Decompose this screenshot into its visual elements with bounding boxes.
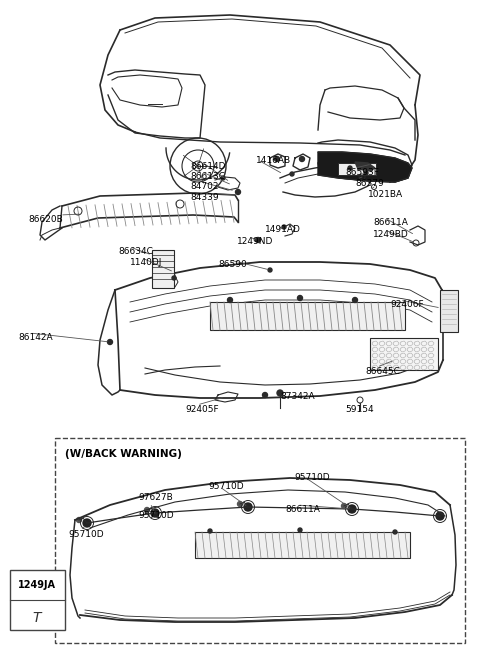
Text: 1021BA: 1021BA (368, 190, 403, 199)
Text: T: T (33, 611, 41, 625)
Circle shape (172, 276, 176, 280)
Circle shape (348, 505, 356, 513)
Text: 86613C: 86613C (190, 172, 225, 181)
Bar (55, 438, 465, 643)
Circle shape (263, 392, 267, 398)
Text: 86611A: 86611A (285, 505, 320, 514)
Circle shape (108, 340, 112, 344)
Circle shape (144, 508, 149, 512)
Text: 92405F: 92405F (185, 405, 218, 414)
Circle shape (277, 390, 283, 396)
Bar (370, 338, 438, 370)
Text: 59154: 59154 (345, 405, 373, 414)
Circle shape (244, 503, 252, 511)
Circle shape (255, 237, 261, 243)
Circle shape (208, 529, 212, 533)
Bar (338, 163, 376, 175)
Text: 86593F: 86593F (345, 168, 379, 177)
Text: 1249JA: 1249JA (18, 580, 56, 590)
Circle shape (282, 225, 286, 229)
Circle shape (393, 530, 397, 534)
Circle shape (35, 616, 39, 620)
Circle shape (236, 190, 240, 194)
Text: 86614D: 86614D (190, 162, 226, 171)
Text: 84339: 84339 (190, 193, 218, 202)
Circle shape (298, 528, 302, 532)
Text: 95710D: 95710D (68, 530, 104, 539)
Bar (152, 250, 174, 288)
Circle shape (221, 176, 225, 180)
Text: 1491AD: 1491AD (265, 225, 301, 234)
Text: 86620B: 86620B (28, 215, 63, 224)
Bar (10, 570, 65, 630)
Text: 86645C: 86645C (365, 367, 400, 376)
Circle shape (268, 268, 272, 272)
Circle shape (83, 519, 91, 527)
Text: 95710D: 95710D (138, 511, 174, 520)
Text: 86611A: 86611A (373, 218, 408, 227)
Circle shape (348, 166, 352, 170)
Circle shape (76, 518, 82, 522)
Text: 87342A: 87342A (280, 392, 314, 401)
Circle shape (364, 171, 368, 175)
Text: 84702: 84702 (190, 182, 218, 191)
Polygon shape (318, 152, 412, 182)
Text: 95710D: 95710D (208, 482, 244, 491)
Text: 86142A: 86142A (18, 333, 53, 342)
Text: (W/BACK WARNING): (W/BACK WARNING) (65, 449, 182, 459)
Circle shape (300, 157, 304, 161)
Circle shape (228, 298, 232, 302)
Bar (440, 290, 458, 332)
Circle shape (436, 512, 444, 520)
Text: 86590: 86590 (218, 260, 247, 269)
Circle shape (151, 509, 159, 517)
Text: 1416AB: 1416AB (256, 156, 291, 165)
Circle shape (290, 172, 294, 176)
Circle shape (275, 157, 279, 161)
Circle shape (32, 613, 42, 623)
Text: 95710D: 95710D (294, 473, 330, 482)
Polygon shape (355, 162, 375, 171)
Circle shape (352, 298, 358, 302)
Circle shape (298, 295, 302, 300)
Text: 86379: 86379 (355, 179, 384, 188)
Text: 1249BD: 1249BD (373, 230, 409, 239)
Bar (195, 532, 410, 558)
Text: 97627B: 97627B (138, 493, 173, 502)
Bar (210, 302, 405, 330)
Text: 1140DJ: 1140DJ (130, 258, 162, 267)
Text: 1249ND: 1249ND (237, 237, 274, 246)
Circle shape (341, 504, 347, 508)
Text: 92406F: 92406F (390, 300, 424, 309)
Circle shape (238, 501, 242, 506)
Text: 86634C: 86634C (118, 247, 153, 256)
